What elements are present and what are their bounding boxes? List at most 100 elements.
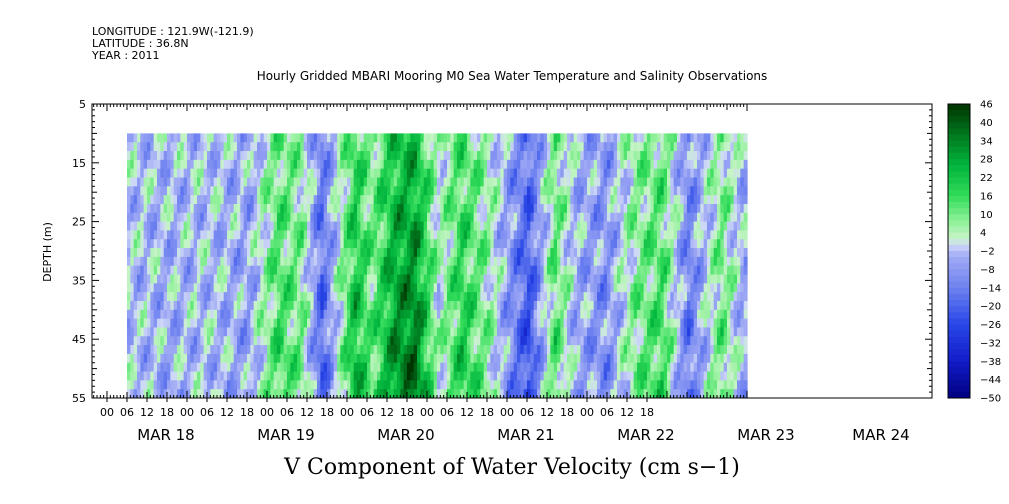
heat-cell	[240, 362, 245, 373]
heat-cell	[153, 327, 158, 337]
heat-cell	[633, 168, 638, 179]
heat-cell	[457, 265, 461, 276]
heat-cell	[220, 283, 225, 293]
heat-cell	[143, 186, 148, 196]
heat-cell	[190, 221, 195, 232]
heat-cell	[433, 380, 438, 390]
heat-cell	[303, 336, 308, 346]
heat-cell	[543, 380, 548, 390]
heat-cell	[473, 177, 478, 187]
heat-cell	[237, 186, 241, 196]
heat-cell	[430, 212, 435, 223]
heat-cell	[483, 345, 488, 355]
heat-cell	[443, 380, 448, 390]
heat-cell	[183, 248, 188, 258]
heat-cell	[330, 345, 335, 355]
heat-cell	[593, 248, 598, 258]
heat-cell	[513, 371, 518, 381]
heat-cell	[147, 274, 151, 284]
heat-cell	[623, 274, 628, 284]
heat-cell	[550, 133, 555, 143]
heat-cell	[573, 133, 578, 143]
heat-cell	[157, 345, 161, 355]
heat-cell	[180, 389, 185, 398]
heat-cell	[500, 221, 505, 232]
heat-cell	[317, 336, 321, 346]
heat-cell	[137, 283, 141, 293]
heat-cell	[157, 274, 161, 284]
heat-cell	[283, 274, 288, 284]
heat-cell	[407, 309, 411, 320]
heat-cell	[263, 186, 268, 196]
heat-cell	[547, 345, 551, 355]
heat-cell	[510, 239, 515, 249]
heat-cell	[663, 336, 668, 346]
heat-cell	[567, 283, 571, 293]
heat-cell	[280, 133, 285, 143]
heat-cell	[147, 221, 151, 232]
heat-cell	[410, 142, 415, 152]
heat-cell	[340, 177, 345, 187]
heat-cell	[200, 274, 205, 284]
heat-cell	[523, 389, 528, 398]
heat-cell	[310, 248, 315, 258]
heat-cell	[407, 353, 411, 364]
heat-cell	[347, 133, 351, 143]
heat-cell	[210, 318, 215, 329]
heat-cell	[597, 300, 601, 311]
heat-cell	[167, 195, 171, 205]
heat-cell	[513, 327, 518, 337]
heat-cell	[290, 239, 295, 249]
heat-cell	[513, 380, 518, 390]
heat-cell	[463, 309, 468, 320]
heat-cell	[437, 371, 441, 381]
heat-cell	[537, 336, 541, 346]
heat-cell	[457, 142, 461, 152]
heat-cell	[337, 195, 341, 205]
heat-cell	[247, 345, 251, 355]
heat-cell	[443, 353, 448, 364]
heat-cell	[323, 168, 328, 179]
heat-cell	[283, 353, 288, 364]
heat-cell	[403, 353, 408, 364]
heat-cell	[233, 292, 238, 302]
heat-cell	[140, 133, 145, 143]
heat-cell	[547, 133, 551, 143]
heat-cell	[373, 177, 378, 187]
heat-cell	[153, 336, 158, 346]
heat-cell	[507, 318, 511, 329]
heat-cell	[253, 345, 258, 355]
heat-cell	[657, 239, 661, 249]
heat-cell	[620, 336, 625, 346]
heat-cell	[383, 283, 388, 293]
heat-cell	[307, 300, 311, 311]
heat-cell	[550, 142, 555, 152]
heat-cell	[367, 256, 371, 267]
heat-cell	[343, 212, 348, 223]
heat-cell	[160, 371, 165, 381]
heat-cell	[213, 371, 218, 381]
heat-cell	[140, 336, 145, 346]
heat-cell	[373, 309, 378, 320]
heat-cell	[167, 283, 171, 293]
heat-cell	[463, 336, 468, 346]
heat-cell	[453, 380, 458, 390]
heat-cell	[567, 345, 571, 355]
heat-cell	[303, 256, 308, 267]
heat-cell	[517, 274, 521, 284]
heat-cell	[157, 133, 161, 143]
heat-cell	[367, 336, 371, 346]
heat-cell	[177, 336, 181, 346]
heat-cell	[610, 203, 615, 214]
heat-cell	[563, 327, 568, 337]
heat-cell	[647, 195, 651, 205]
heat-cell	[203, 142, 208, 152]
heat-cell	[177, 362, 181, 373]
heat-cell	[540, 177, 545, 187]
heat-cell	[127, 300, 131, 311]
heat-cell	[347, 327, 351, 337]
heat-cell	[387, 151, 391, 161]
heat-cell	[273, 186, 278, 196]
heat-cell	[460, 309, 465, 320]
heat-cell	[170, 221, 175, 232]
